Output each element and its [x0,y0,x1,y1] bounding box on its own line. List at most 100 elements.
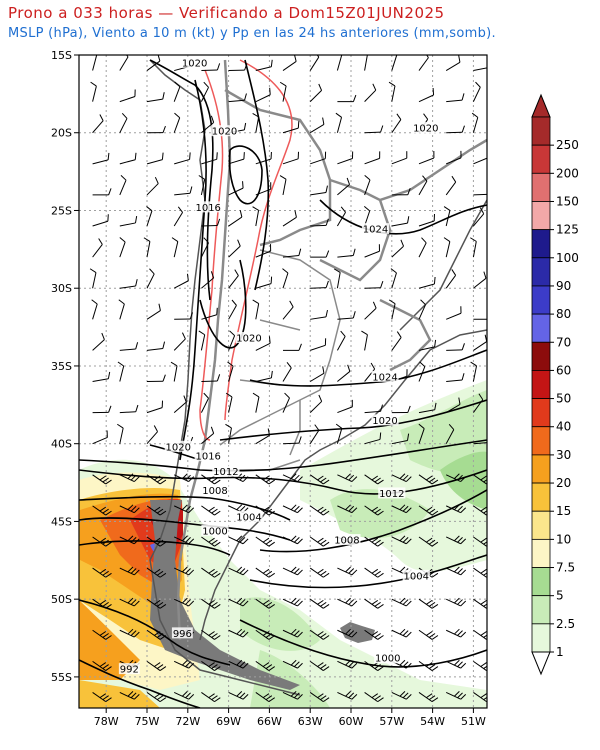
wind-barb [119,342,139,351]
wind-barb [228,597,249,607]
wind-barb [146,474,167,485]
wind-barb [279,81,287,102]
border-paraguay [319,178,392,282]
wind-barb [418,237,427,258]
precip-area-green-3 [440,451,487,510]
latitude-labels: 15S 20S 25S 30S 35S 40S 45S 50S 55S [51,49,79,684]
lat-label: 40S [51,438,72,451]
wind-barb [92,660,112,671]
wind-barb [282,691,303,700]
wind-barb [119,174,127,196]
lat-label: 30S [51,282,72,295]
isobar-1020-andes [244,59,270,291]
wind-barb [119,215,138,227]
wind-barb [228,659,249,669]
andes-highland [150,500,300,690]
wind-barb [146,125,166,134]
wind-barb [173,206,184,227]
wind-barb [282,55,297,71]
wind-barb [470,361,478,382]
wind-barb [309,629,330,640]
wind-barb [364,174,371,196]
wind-barb [282,566,303,576]
wind-barb [146,152,164,165]
colorbar-label: 80 [556,307,571,321]
wind-barb [252,299,260,320]
wind-barb [255,370,273,382]
wind-barb [200,81,209,102]
wind-barb [418,505,439,516]
wind-barb [228,239,241,258]
wind-barb [255,536,275,547]
isobar-label: 1004 [404,571,429,582]
wind-barb [445,659,467,669]
wind-barb [364,280,384,289]
wind-barb [252,206,260,227]
wind-barb [445,269,457,289]
wind-barb [255,336,271,351]
wind-barb [146,660,167,671]
wind-barb [173,332,186,351]
wind-barb [228,93,247,103]
wind-barb [418,692,439,703]
wind-barb [446,125,465,134]
wind-barb [446,306,462,320]
colorbar-label: 10 [556,532,571,546]
isobar-996 [79,599,231,666]
colorbar-label: 50 [556,392,571,406]
map-subtitle: MSLP (hPa), Viento a 10 m (kt) y Pp en l… [8,26,496,41]
wind-barb [92,238,103,258]
wind-barb [418,87,435,103]
wind-barb [255,692,275,703]
colorbar-label: 5 [556,589,564,603]
wind-barb [364,567,384,578]
longitude-labels: 78W 75W 72W 69W 66W 63W 60W 57W 54W 51W [94,708,486,728]
wind-barbs [89,55,487,703]
wind-barb [255,151,272,165]
wind-barb [92,371,111,382]
wind-barb [445,55,461,71]
border-uruguay [379,298,432,372]
wind-barb [310,185,328,196]
wind-barb [418,299,426,320]
isobar-label-bg [118,663,140,675]
wind-barb [445,504,467,514]
wind-barb [282,473,303,483]
wind-barb [228,535,249,545]
isobar-label: 1020 [166,442,191,453]
wind-barb [201,567,221,578]
wind-barb [119,404,139,414]
precipitation-shading [79,380,487,708]
wind-barb [92,114,104,134]
wind-barb [228,152,245,165]
coastline-brazil [399,199,487,331]
wind-barb [119,504,140,514]
colorbar-swatch [531,370,551,399]
wind-barb [391,473,412,483]
colorbar-label: 125 [556,223,579,237]
wind-barb [228,63,248,72]
wind-barb [418,339,437,351]
isobar-label-bg [201,524,229,536]
isobar-label-bg [371,370,399,382]
wind-barb [391,691,412,700]
wind-barb [225,392,233,413]
precip-area-south-yellow [79,680,160,708]
precip-area-green-5 [250,650,330,708]
wind-barb [310,250,330,258]
colorbar-swatch [531,144,551,174]
wind-barb [446,343,465,351]
wind-barb [201,536,221,547]
isobar-1012 [79,469,487,495]
isobar-1020-coast [219,399,487,441]
wind-barb [92,214,109,227]
wind-barb [282,535,303,545]
wind-barb [418,214,436,227]
isobar-label: 996 [173,629,192,640]
wind-barb [119,112,128,133]
wind-barb [228,691,249,700]
wind-barb [391,535,412,545]
isobar-1004 [79,517,291,541]
wind-barb [228,181,244,196]
wind-barb [201,307,218,320]
